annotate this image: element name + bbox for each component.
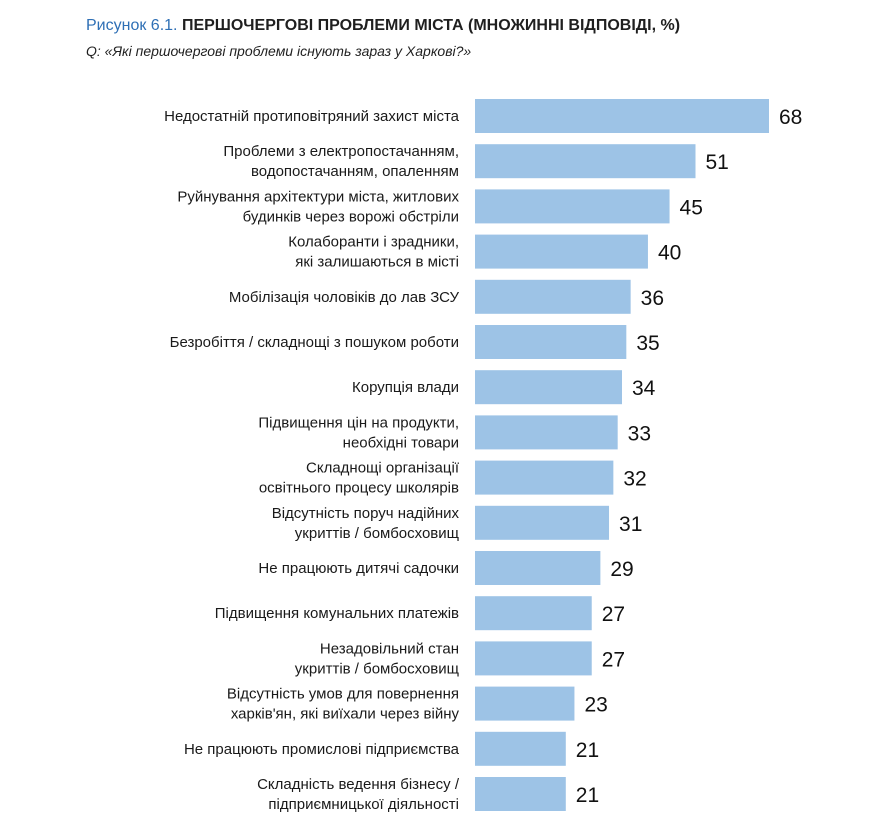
category-label-1: Недостатній протиповітряний захист міста <box>164 108 460 125</box>
category-label-10-line-1: Відсутність поруч надійних <box>272 505 460 522</box>
bar-10 <box>475 505 610 540</box>
value-label-14: 23 <box>584 694 607 717</box>
category-label-8-line-1: Підвищення цін на продукти, <box>258 414 459 431</box>
figure-number: Рисунок 6.1. <box>86 17 178 34</box>
category-label-16-line-1: Складність ведення бізнесу / <box>257 776 460 793</box>
category-label-4-line-2: які залишаються в місті <box>295 254 459 271</box>
category-label-2-line-1: Проблеми з електропостачанням, <box>223 143 459 160</box>
value-label-13: 27 <box>602 648 625 671</box>
value-label-5: 36 <box>641 287 664 310</box>
bar-7 <box>475 370 622 405</box>
category-label-9-line-2: освітнього процесу школярів <box>259 480 459 497</box>
bar-8 <box>475 415 618 450</box>
bar-12 <box>475 596 592 631</box>
value-label-10: 31 <box>619 513 642 536</box>
bar-5 <box>475 279 631 314</box>
category-label-3-line-2: будинків через ворожі обстріли <box>243 208 459 225</box>
category-label-10-line-2: укриттів / бомбосховищ <box>295 525 459 542</box>
value-label-16: 21 <box>576 784 599 807</box>
figure-title: Рисунок 6.1. ПЕРШОЧЕРГОВІ ПРОБЛЕМИ МІСТА… <box>86 17 680 35</box>
category-label-6: Безробіття / складнощі з пошуком роботи <box>170 334 459 351</box>
figure-name: ПЕРШОЧЕРГОВІ ПРОБЛЕМИ МІСТА (МНОЖИННІ ВІ… <box>181 17 681 34</box>
category-label-13-line-2: укриттів / бомбосховищ <box>295 660 459 677</box>
category-label-13-line-1: Незадовільний стан <box>320 640 459 657</box>
value-label-1: 68 <box>779 106 802 129</box>
bar-3 <box>475 189 670 224</box>
value-label-12: 27 <box>602 603 625 626</box>
value-label-2: 51 <box>706 151 729 174</box>
category-label-14-line-2: харків'ян, які виїхали через війну <box>231 706 460 723</box>
value-label-3: 45 <box>680 196 703 219</box>
bar-1 <box>475 99 769 133</box>
value-label-9: 32 <box>623 468 646 491</box>
category-label-8-line-2: необхідні товари <box>343 434 459 451</box>
category-label-16-line-2: підприємницької діяльності <box>268 796 459 813</box>
value-label-8: 33 <box>628 422 651 445</box>
value-label-4: 40 <box>658 242 681 265</box>
bar-14 <box>475 686 575 721</box>
value-label-7: 34 <box>632 377 656 400</box>
survey-question: Q: «Які першочергові проблеми існують за… <box>86 43 472 59</box>
bar-2 <box>475 144 696 179</box>
bar-11 <box>475 551 601 585</box>
bar-15 <box>475 731 566 766</box>
value-label-15: 21 <box>576 739 599 762</box>
category-label-15: Не працюють промислові підприємства <box>184 741 460 758</box>
category-label-2-line-2: водопостачанням, опаленням <box>251 163 459 180</box>
category-label-11: Не працюють дитячі садочки <box>258 560 459 577</box>
bar-9 <box>475 460 614 495</box>
bar-4 <box>475 234 648 269</box>
category-label-7: Корупція влади <box>352 379 459 396</box>
value-label-11: 29 <box>610 558 633 581</box>
category-label-12: Підвищення комунальних платежів <box>215 605 459 622</box>
bar-6 <box>475 325 627 359</box>
category-label-9-line-1: Складнощі організації <box>306 460 460 477</box>
category-label-3-line-1: Руйнування архітектури міста, житлових <box>177 188 459 205</box>
bar-16 <box>475 777 566 811</box>
category-label-14-line-1: Відсутність умов для повернення <box>227 686 459 703</box>
value-label-6: 35 <box>636 332 659 355</box>
category-label-5: Мобілізація чоловіків до лав ЗСУ <box>229 289 460 306</box>
bar-13 <box>475 641 592 676</box>
category-label-4-line-1: Колаборанти і зрадники, <box>288 234 459 251</box>
